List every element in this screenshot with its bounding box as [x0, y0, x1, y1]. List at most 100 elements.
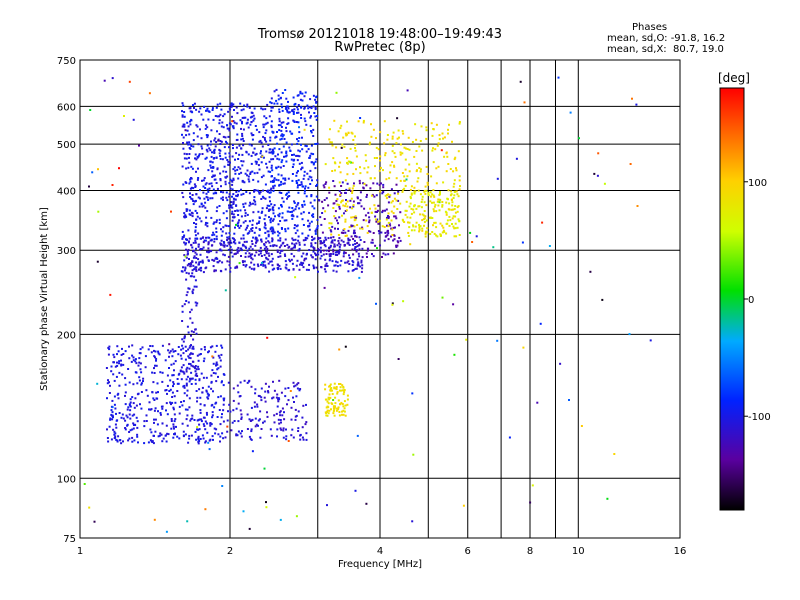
data-point: [252, 151, 255, 154]
data-point: [202, 179, 205, 182]
data-point: [276, 230, 279, 233]
data-point: [204, 201, 207, 204]
data-point: [165, 402, 168, 405]
data-point: [275, 178, 278, 181]
data-point: [399, 143, 402, 146]
data-point: [322, 253, 325, 256]
data-point: [215, 156, 218, 159]
data-point: [222, 170, 225, 173]
data-point: [157, 391, 159, 394]
data-point: [284, 255, 287, 257]
data-point: [124, 394, 126, 397]
data-point: [191, 414, 194, 417]
data-point: [438, 201, 441, 204]
data-point: [282, 121, 285, 124]
data-point: [232, 200, 235, 203]
data-point: [188, 147, 191, 149]
data-point: [146, 394, 149, 397]
data-point: [381, 192, 384, 195]
data-point: [390, 201, 393, 204]
data-point: [241, 164, 244, 167]
data-point: [299, 92, 302, 95]
data-point: [109, 418, 112, 421]
data-point: [348, 263, 351, 265]
data-point: [454, 156, 457, 159]
data-point: [259, 191, 262, 194]
data-point: [154, 418, 157, 421]
data-point: [279, 419, 282, 421]
data-point: [237, 430, 240, 433]
data-point: [167, 433, 170, 436]
data-point: [438, 134, 441, 137]
data-point: [189, 107, 192, 110]
data-point: [312, 163, 315, 166]
data-point: [199, 197, 201, 200]
data-point: [250, 385, 253, 388]
data-point: [412, 453, 415, 456]
data-point: [291, 110, 294, 113]
data-point: [232, 409, 235, 412]
data-point: [263, 247, 266, 250]
data-point: [242, 237, 245, 240]
data-point: [291, 428, 294, 431]
data-point: [198, 418, 201, 421]
data-point: [421, 149, 424, 152]
data-point: [133, 413, 136, 416]
data-point: [198, 261, 201, 264]
data-point: [390, 235, 392, 238]
data-point: [224, 183, 227, 186]
data-point: [210, 216, 213, 219]
data-point: [306, 237, 309, 240]
data-point: [335, 270, 338, 273]
data-point: [385, 197, 388, 200]
data-point: [361, 267, 364, 270]
data-point: [369, 187, 372, 190]
data-point: [370, 194, 373, 197]
data-point: [213, 259, 216, 262]
data-point: [341, 389, 344, 392]
data-point: [280, 244, 283, 247]
data-point: [193, 275, 196, 278]
data-point: [455, 190, 458, 193]
data-point: [132, 356, 135, 359]
data-point: [206, 256, 209, 259]
data-point: [151, 345, 154, 348]
data-point: [305, 145, 308, 148]
data-point: [196, 212, 199, 215]
data-point: [232, 193, 235, 196]
data-point: [197, 263, 200, 266]
data-point: [273, 244, 276, 247]
data-point: [435, 226, 438, 229]
data-point: [259, 152, 262, 155]
data-point: [308, 228, 311, 231]
data-point: [278, 191, 281, 194]
data-point: [342, 204, 345, 207]
data-point: [197, 428, 200, 431]
data-point: [323, 239, 326, 242]
data-point: [186, 424, 189, 427]
data-point: [212, 118, 215, 121]
data-point: [425, 126, 428, 129]
data-point: [354, 246, 357, 249]
data-point: [212, 265, 215, 268]
data-point: [263, 254, 266, 257]
data-point: [262, 126, 265, 129]
data-point: [185, 368, 188, 371]
data-point: [442, 181, 445, 184]
data-point: [311, 235, 313, 238]
data-point: [151, 440, 154, 443]
data-point: [153, 418, 155, 421]
data-point: [173, 420, 176, 423]
data-point: [295, 515, 298, 518]
data-point: [131, 440, 134, 443]
data-point: [351, 161, 354, 164]
data-point: [136, 433, 139, 436]
data-point: [281, 133, 284, 136]
data-point: [108, 392, 111, 394]
data-point: [285, 141, 288, 144]
data-point: [392, 212, 395, 215]
data-point: [241, 116, 244, 119]
data-point: [396, 244, 399, 247]
data-point: [191, 292, 194, 295]
data-point: [342, 393, 345, 396]
